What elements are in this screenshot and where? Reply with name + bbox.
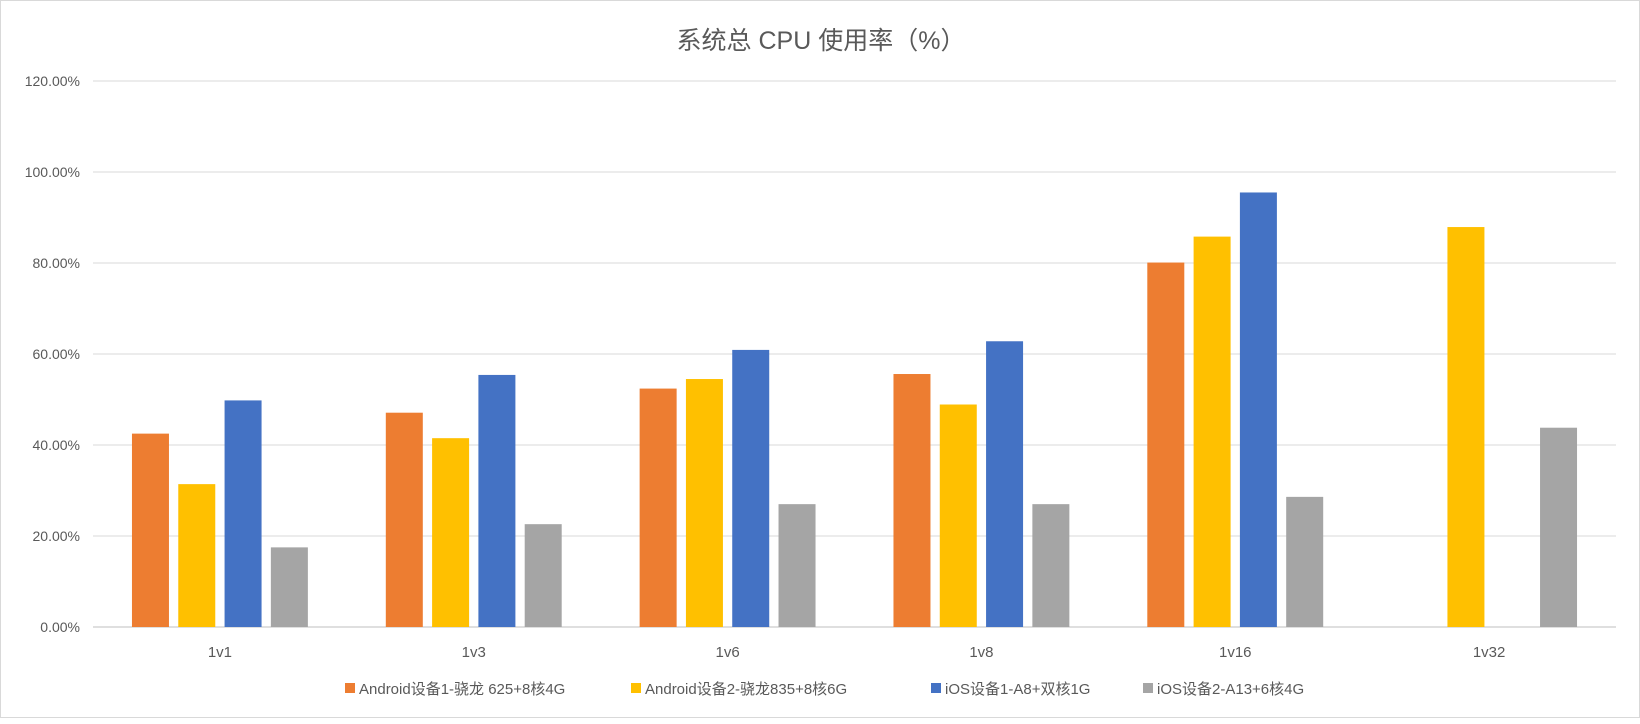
legend-label: Android设备2-骁龙835+8核6G — [645, 681, 847, 698]
legend-label: Android设备1-骁龙 625+8核4G — [359, 681, 565, 698]
bar-1v1-series-1 — [131, 433, 169, 627]
legend: Android设备1-骁龙 625+8核4G Android设备2-骁龙835+8… — [345, 681, 1304, 698]
legend-swatch — [1143, 683, 1153, 693]
chart-title: 系统总 CPU 使用率（%） — [677, 27, 966, 55]
bar-1v8-series-4 — [1032, 504, 1070, 627]
bar-1v6-series-1 — [639, 388, 677, 627]
x-tick-label: 1v32 — [1473, 644, 1506, 661]
bar-1v16-series-4 — [1286, 496, 1324, 627]
legend-swatch — [931, 683, 941, 693]
bar-1v6-series-4 — [778, 504, 816, 627]
gridlines — [93, 80, 1616, 628]
bar-1v3-series-1 — [385, 412, 423, 627]
legend-item: iOS设备2-A13+6核4G — [1143, 681, 1304, 698]
bar-1v32-series-4 — [1540, 427, 1578, 627]
bar-1v8-series-2 — [939, 404, 977, 627]
bar-1v3-series-3 — [478, 374, 516, 627]
y-axis-ticks: 0.00% 20.00% 40.00% 60.00% 80.00% 100.00% 120.… — [25, 73, 80, 635]
bars — [131, 192, 1578, 628]
legend-item: Android设备1-骁龙 625+8核4G — [345, 681, 565, 698]
legend-item: iOS设备1-A8+双核1G — [931, 681, 1090, 698]
bar-1v8-series-3 — [986, 341, 1024, 627]
bar-1v6-series-2 — [685, 379, 723, 627]
legend-item: Android设备2-骁龙835+8核6G — [631, 681, 847, 698]
bar-1v32-series-2 — [1447, 227, 1485, 627]
bar-1v8-series-1 — [893, 374, 931, 627]
x-tick-label: 1v8 — [969, 644, 993, 661]
x-tick-label: 1v6 — [715, 644, 739, 661]
x-tick-label: 1v1 — [208, 644, 232, 661]
y-tick-label: 20.00% — [33, 528, 80, 544]
y-tick-label: 80.00% — [33, 255, 80, 271]
x-tick-label: 1v16 — [1219, 644, 1252, 661]
bar-1v6-series-3 — [732, 349, 770, 627]
bar-1v16-series-1 — [1147, 262, 1185, 627]
bar-1v3-series-2 — [432, 438, 470, 627]
bar-1v16-series-2 — [1193, 236, 1231, 628]
bar-1v1-series-2 — [178, 484, 216, 627]
y-tick-label: 100.00% — [25, 164, 80, 180]
bar-1v1-series-4 — [270, 547, 308, 627]
legend-label: iOS设备2-A13+6核4G — [1157, 681, 1304, 698]
bar-1v1-series-3 — [224, 400, 262, 627]
y-tick-label: 40.00% — [33, 437, 80, 453]
bar-1v16-series-3 — [1239, 192, 1277, 627]
y-tick-label: 60.00% — [33, 346, 80, 362]
legend-swatch — [345, 683, 355, 693]
y-tick-label: 0.00% — [40, 619, 80, 635]
y-tick-label: 120.00% — [25, 73, 80, 89]
bar-1v3-series-4 — [524, 524, 562, 627]
legend-swatch — [631, 683, 641, 693]
legend-label: iOS设备1-A8+双核1G — [945, 681, 1090, 698]
x-axis-ticks: 1v1 1v3 1v6 1v8 1v16 1v32 — [208, 644, 1506, 661]
x-tick-label: 1v3 — [462, 644, 486, 661]
